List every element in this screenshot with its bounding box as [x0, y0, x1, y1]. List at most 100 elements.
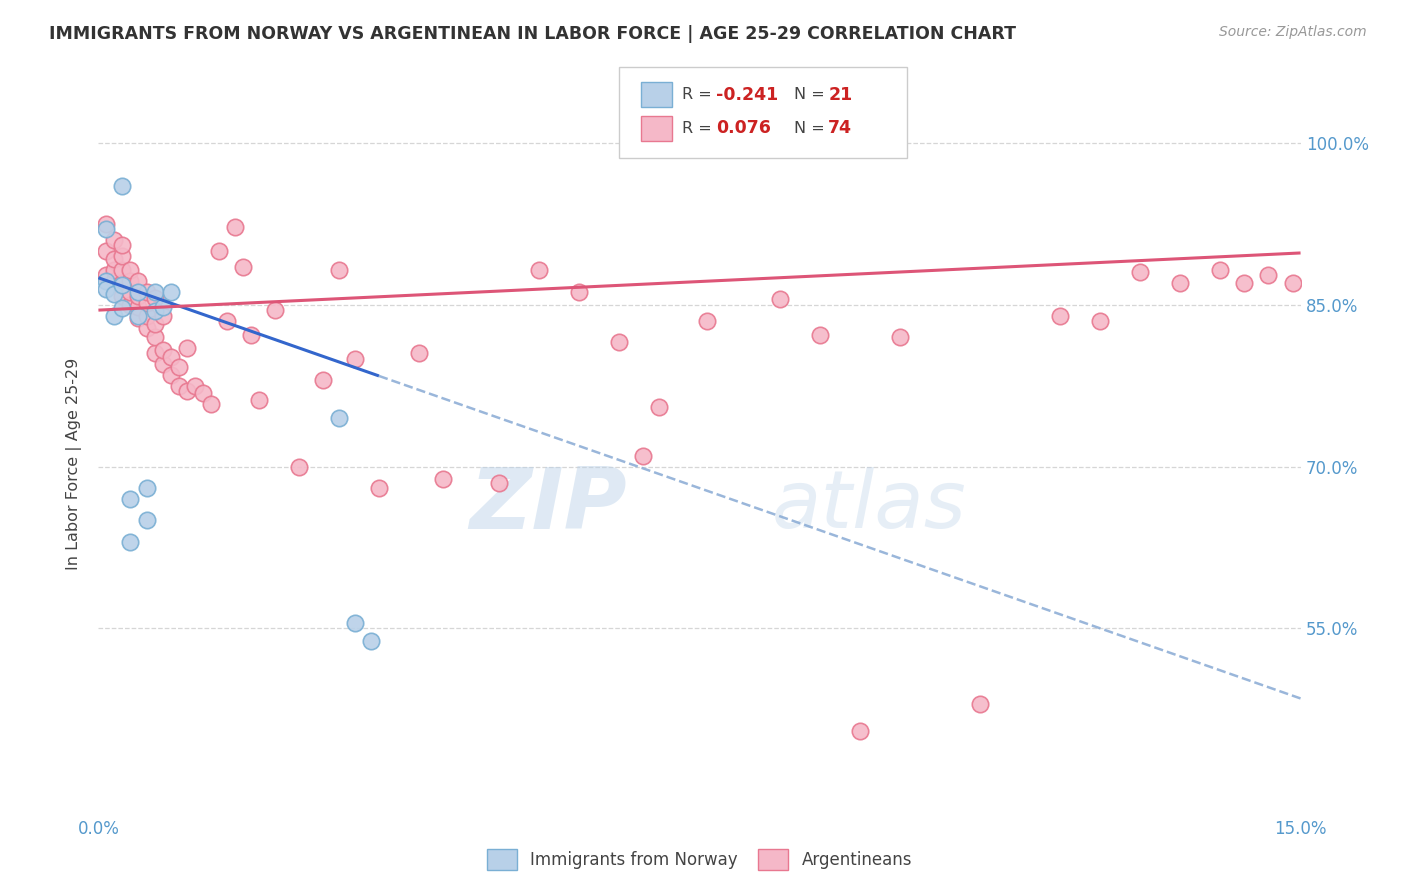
Point — [120, 274, 142, 288]
Point — [432, 473, 454, 487]
Text: -0.241: -0.241 — [716, 86, 778, 103]
Point — [224, 220, 246, 235]
Point — [111, 249, 134, 263]
Point — [120, 285, 142, 299]
Point — [648, 401, 671, 415]
Point — [1129, 265, 1152, 279]
Point — [152, 300, 174, 314]
Point — [633, 449, 655, 463]
Point — [247, 392, 270, 407]
Text: N =: N = — [794, 87, 831, 102]
Point — [769, 293, 792, 307]
Point — [128, 274, 150, 288]
Point — [111, 301, 134, 315]
Point — [1088, 314, 1111, 328]
Text: 21: 21 — [828, 86, 852, 103]
Y-axis label: In Labor Force | Age 25-29: In Labor Force | Age 25-29 — [66, 358, 83, 570]
Point — [191, 386, 214, 401]
Point — [120, 298, 142, 312]
Point — [183, 378, 205, 392]
Point — [263, 303, 285, 318]
Point — [103, 274, 125, 288]
Text: ZIP: ZIP — [470, 464, 627, 547]
Point — [96, 222, 118, 236]
Point — [111, 238, 134, 252]
Point — [288, 459, 311, 474]
Point — [152, 343, 174, 357]
Point — [529, 263, 551, 277]
Point — [111, 179, 134, 194]
Point — [143, 285, 166, 299]
Point — [135, 513, 157, 527]
Text: Source: ZipAtlas.com: Source: ZipAtlas.com — [1219, 25, 1367, 39]
Point — [143, 304, 166, 318]
Point — [128, 289, 150, 303]
Point — [103, 233, 125, 247]
Point — [96, 268, 118, 282]
Point — [176, 341, 198, 355]
Point — [128, 300, 150, 314]
Point — [360, 634, 382, 648]
Point — [128, 310, 150, 325]
Point — [111, 289, 134, 303]
Point — [1049, 309, 1071, 323]
Point — [159, 368, 181, 382]
Point — [111, 278, 134, 293]
Point — [135, 295, 157, 310]
Point — [215, 314, 238, 328]
Point — [368, 481, 391, 495]
Point — [152, 309, 174, 323]
Point — [103, 309, 125, 323]
Point — [328, 263, 350, 277]
Point — [1233, 276, 1256, 290]
Point — [568, 285, 591, 299]
Point — [1281, 276, 1303, 290]
Point — [167, 378, 190, 392]
Point — [328, 411, 350, 425]
Point — [808, 327, 831, 342]
Point — [343, 351, 366, 366]
Text: R =: R = — [682, 87, 717, 102]
Point — [239, 327, 262, 342]
Point — [200, 397, 222, 411]
Point — [135, 481, 157, 495]
Point — [143, 346, 166, 360]
Point — [488, 475, 510, 490]
Point — [609, 335, 631, 350]
Point — [103, 252, 125, 267]
Point — [1209, 263, 1232, 277]
Point — [152, 357, 174, 371]
Point — [312, 373, 335, 387]
Point — [849, 723, 872, 738]
Point — [135, 321, 157, 335]
Text: 74: 74 — [828, 120, 852, 137]
Point — [96, 244, 118, 258]
Point — [120, 535, 142, 549]
Point — [128, 309, 150, 323]
Point — [135, 309, 157, 323]
Text: 0.076: 0.076 — [716, 120, 770, 137]
Point — [111, 263, 134, 277]
Point — [111, 276, 134, 290]
Text: IMMIGRANTS FROM NORWAY VS ARGENTINEAN IN LABOR FORCE | AGE 25-29 CORRELATION CHA: IMMIGRANTS FROM NORWAY VS ARGENTINEAN IN… — [49, 25, 1017, 43]
Point — [1170, 276, 1192, 290]
Point — [135, 285, 157, 299]
Point — [208, 244, 231, 258]
Legend: Immigrants from Norway, Argentineans: Immigrants from Norway, Argentineans — [481, 843, 918, 877]
Point — [120, 263, 142, 277]
Text: R =: R = — [682, 121, 717, 136]
Point — [128, 285, 150, 299]
Point — [96, 274, 118, 288]
Point — [167, 360, 190, 375]
Point — [120, 491, 142, 506]
Point — [176, 384, 198, 398]
Point — [96, 217, 118, 231]
Point — [143, 317, 166, 331]
Point — [159, 285, 181, 299]
Point — [889, 330, 911, 344]
Point — [103, 287, 125, 301]
Text: N =: N = — [794, 121, 831, 136]
Point — [159, 350, 181, 364]
Text: atlas: atlas — [772, 467, 966, 545]
Point — [143, 291, 166, 305]
